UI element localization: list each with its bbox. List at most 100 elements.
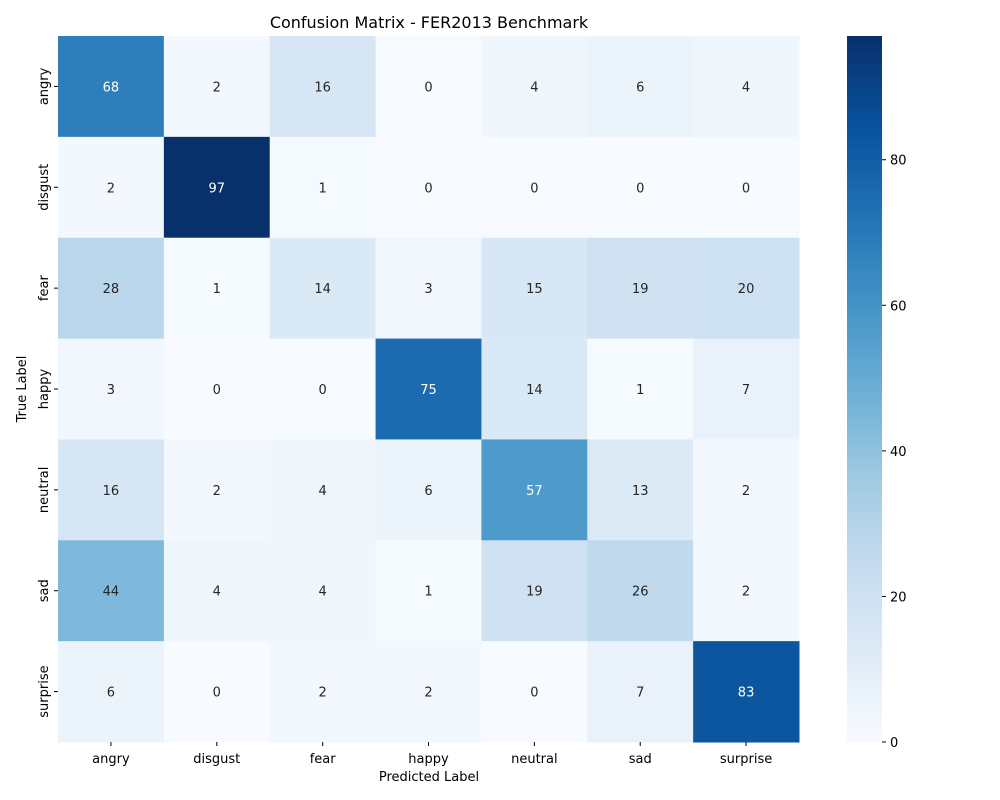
cell-value-label: 0 [213,686,221,701]
heatmap-cell [693,540,800,642]
cell-value-label: 1 [213,282,221,297]
heatmap-cell [587,439,694,541]
cell-value-label: 2 [424,686,432,701]
heatmap-cell [481,36,588,138]
heatmap-cell [58,136,165,239]
cell-value-label: 75 [420,383,437,398]
chart-title: Confusion Matrix - FER2013 Benchmark [270,13,589,32]
heatmap-cell [481,237,588,340]
heatmap-cell [587,36,694,138]
x-tick-label: neutral [511,752,558,767]
heatmap-cell [375,338,482,440]
cell-value-label: 44 [103,585,120,600]
heatmap-cell [693,36,800,138]
cell-value-label: 0 [530,181,538,196]
cell-value-label: 0 [424,80,432,95]
heatmap-cell [269,439,377,541]
heatmap-cell [269,36,377,138]
cell-value-label: 4 [530,80,538,95]
cell-value-label: 1 [636,383,644,398]
colorbar-tick-label: 80 [890,154,907,169]
heatmap-cell [163,237,271,340]
heatmap-cell [693,641,800,743]
heatmap-cell [481,641,588,743]
y-axis-ticks: angry disgust fear happy neutral sad surprise [37,67,58,718]
cell-value-label: 97 [209,181,226,196]
heatmap-cell [58,540,165,642]
cell-value-label: 68 [103,80,120,95]
cell-value-label: 3 [424,282,432,297]
y-tick-label: neutral [37,467,52,514]
heatmap-cell [587,338,694,440]
heatmap-cell [693,136,800,239]
x-axis-ticks: angry disgust fear happy neutral sad surprise [92,742,772,767]
cell-value-label: 2 [107,181,115,196]
cell-value-label: 20 [738,282,755,297]
cell-value-label: 2 [319,686,327,701]
heatmap-cell [163,540,271,642]
heatmap-cell [58,338,165,440]
cell-value-label: 0 [530,686,538,701]
cell-value-label: 7 [636,686,644,701]
cell-value-label: 83 [738,686,755,701]
cell-value-label: 14 [314,282,331,297]
cell-value-label: 1 [424,585,432,600]
heatmap-cell [375,36,482,138]
heatmap-cell [481,540,588,642]
heatmap-cell [58,641,165,743]
heatmap-cell [375,540,482,642]
cell-value-label: 4 [213,585,221,600]
cell-value-label: 2 [742,484,750,499]
x-tick-label: surprise [720,752,772,767]
heatmap-cell [269,136,377,239]
heatmap-cell [269,338,377,440]
heatmap-cell [587,641,694,743]
cell-value-label: 0 [424,181,432,196]
heatmap-cell [375,641,482,743]
colorbar-tick-label: 20 [890,590,907,605]
x-tick-label: disgust [193,752,240,767]
cell-value-label: 1 [319,181,327,196]
cell-value-label: 13 [632,484,649,499]
heatmap-cell [58,237,165,340]
heatmap-cell [481,439,588,541]
cell-value-label: 6 [424,484,432,499]
x-axis-label: Predicted Label [379,770,479,785]
heatmap-cell [375,237,482,340]
cell-value-label: 7 [742,383,750,398]
heatmap-cell [587,237,694,340]
x-tick-label: fear [310,752,337,767]
x-tick-label: sad [629,752,652,767]
cell-value-label: 0 [636,181,644,196]
cell-value-label: 14 [526,383,543,398]
cell-value-label: 19 [526,585,543,600]
cell-value-label: 4 [742,80,750,95]
heatmap-cell [269,540,377,642]
heatmap-cell [693,237,800,340]
heatmap-cell [587,540,694,642]
heatmap-cell [58,36,165,138]
x-tick-label: happy [408,752,449,767]
cell-value-label: 4 [319,484,327,499]
heatmap-cells: 68 2 16 0 4 6 42 97 1 0 0 0 028 1 14 3 15 19 203 0 0 75 14 1 716… [58,36,800,743]
heatmap-cell [163,136,271,239]
cell-value-label: 2 [213,484,221,499]
heatmap-cell [481,136,588,239]
y-tick-label: surprise [37,665,52,717]
cell-value-label: 26 [632,585,649,600]
y-tick-label: sad [37,579,52,602]
colorbar-tick-label: 40 [890,445,907,460]
heatmap-cell [163,338,271,440]
cell-value-label: 16 [103,484,120,499]
cell-value-label: 0 [213,383,221,398]
colorbar [847,36,882,742]
y-tick-label: angry [37,67,52,105]
heatmap-cell [163,36,271,138]
cell-value-label: 2 [742,585,750,600]
heatmap-cell [269,641,377,743]
heatmap-cell [269,237,377,340]
heatmap-cell [693,439,800,541]
y-axis-label: True Label [15,356,30,424]
cell-value-label: 0 [319,383,327,398]
